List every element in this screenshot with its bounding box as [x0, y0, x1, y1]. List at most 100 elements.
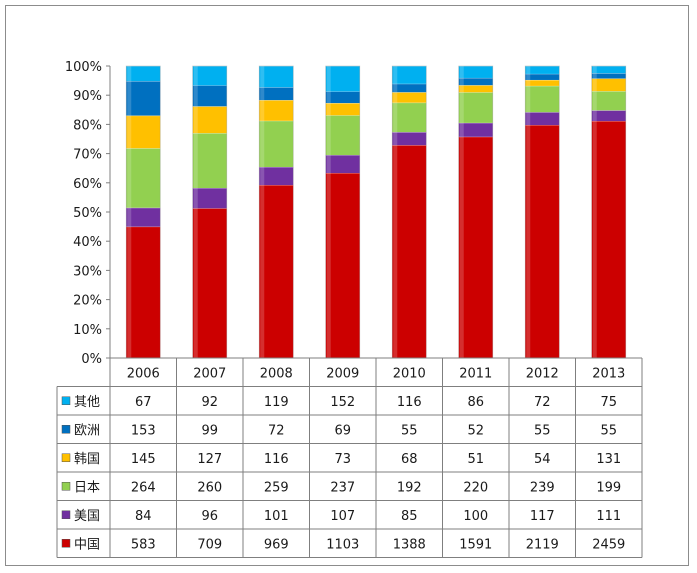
data-label: 264 [131, 480, 156, 495]
data-table: 2006 2007 2008 2009 2010 2011 2012 2013 其他 67 92 11… [56, 357, 643, 558]
data-label: 99 [201, 423, 218, 438]
bar-highlight [459, 92, 464, 123]
bar-segment-2006-5 [126, 66, 161, 82]
legend-key [61, 396, 71, 405]
data-label: 86 [467, 395, 484, 410]
bar-highlight [393, 83, 398, 93]
data-label: 54 [534, 452, 551, 467]
bar-highlight [526, 85, 531, 113]
legend-key [61, 539, 71, 548]
data-label: 220 [463, 480, 488, 495]
bar-highlight [526, 112, 531, 126]
bar-highlight [526, 125, 531, 358]
bar-segment-2008-0 [259, 185, 294, 358]
data-label: 116 [397, 395, 422, 410]
bar-segment-2012-1 [525, 112, 560, 126]
bar-segment-2009-3 [325, 103, 360, 116]
bar-highlight [193, 208, 198, 358]
bar-highlight [260, 66, 265, 88]
bar-highlight [260, 87, 265, 101]
bar-segment-2006-0 [126, 226, 161, 358]
bar-highlight [326, 115, 331, 156]
bar-segment-2013-5 [591, 66, 626, 74]
data-label: 199 [596, 480, 621, 495]
bar-highlight [592, 73, 597, 79]
bar-segment-2012-2 [525, 85, 560, 113]
bar-highlight [193, 133, 198, 189]
y-tick-label: 50% [73, 206, 102, 221]
bar-segment-2013-0 [591, 121, 626, 358]
bar-segment-2011-3 [458, 85, 493, 93]
bar-segment-2009-2 [325, 115, 360, 156]
bar-segment-2007-0 [192, 208, 227, 358]
bar-segment-2011-5 [458, 66, 493, 78]
data-label: 84 [135, 509, 152, 524]
data-label: 1103 [326, 537, 359, 552]
bar-segment-2008-1 [259, 167, 294, 186]
y-tick-label: 80% [73, 118, 102, 133]
series-label: 中国 [74, 537, 100, 552]
data-label: 72 [534, 395, 551, 410]
y-tick-label: 40% [73, 235, 102, 250]
data-label: 96 [201, 509, 218, 524]
data-label: 67 [135, 395, 152, 410]
bar-highlight [127, 207, 132, 227]
bar-highlight [260, 120, 265, 168]
bar-highlight [326, 103, 331, 116]
bar-segment-2006-2 [126, 148, 161, 208]
bar-highlight [193, 85, 198, 107]
bar-segment-2010-2 [392, 102, 427, 133]
data-label: 260 [197, 480, 222, 495]
y-tick-label: 20% [73, 294, 102, 309]
bar-segment-2010-0 [392, 145, 427, 358]
bar-highlight [260, 185, 265, 358]
data-label: 55 [600, 423, 617, 438]
bar-highlight [260, 167, 265, 186]
bar-highlight [127, 226, 132, 358]
bar-highlight [393, 145, 398, 358]
bar-segment-2009-4 [325, 91, 360, 104]
bar-highlight [326, 91, 331, 104]
bar-segment-2013-3 [591, 78, 626, 92]
data-label: 51 [467, 452, 484, 467]
data-label: 145 [131, 452, 156, 467]
bar-segment-2011-0 [458, 136, 493, 358]
y-tick-label: 60% [73, 177, 102, 192]
bar-highlight [260, 100, 265, 121]
data-label: 75 [600, 395, 617, 410]
bar-segment-2012-5 [525, 66, 560, 74]
bar-segment-2010-5 [392, 66, 427, 84]
legend-key [61, 482, 71, 491]
bar-highlight [127, 81, 132, 116]
series-label: 其他 [74, 395, 100, 410]
bar-segment-2013-2 [591, 91, 626, 111]
bar-segment-2008-5 [259, 66, 294, 88]
bar-highlight [592, 110, 597, 122]
bar-highlight [459, 66, 464, 78]
data-label: 2459 [592, 537, 625, 552]
data-label: 92 [201, 395, 218, 410]
bar-segment-2011-4 [458, 77, 493, 86]
data-label: 259 [264, 480, 289, 495]
bar-segment-2011-2 [458, 92, 493, 123]
legend-key [61, 453, 71, 462]
series-label: 欧洲 [74, 423, 100, 438]
bar-highlight [592, 91, 597, 111]
category-label: 2011 [459, 366, 492, 381]
bar-highlight [127, 148, 132, 208]
bar-highlight [393, 102, 398, 133]
data-label: 55 [534, 423, 551, 438]
bar-segment-2012-0 [525, 125, 560, 358]
data-label: 55 [401, 423, 418, 438]
bar-highlight [592, 78, 597, 92]
y-tick-label: 100% [65, 60, 102, 75]
data-label: 111 [596, 509, 621, 524]
bar-highlight [393, 66, 398, 84]
data-label: 119 [264, 395, 289, 410]
data-label: 237 [330, 480, 355, 495]
bar-segment-2008-3 [259, 100, 294, 121]
category-label: 2008 [260, 366, 293, 381]
bar-segment-2010-4 [392, 83, 427, 93]
category-label: 2009 [326, 366, 359, 381]
bar-segment-2009-0 [325, 173, 360, 358]
